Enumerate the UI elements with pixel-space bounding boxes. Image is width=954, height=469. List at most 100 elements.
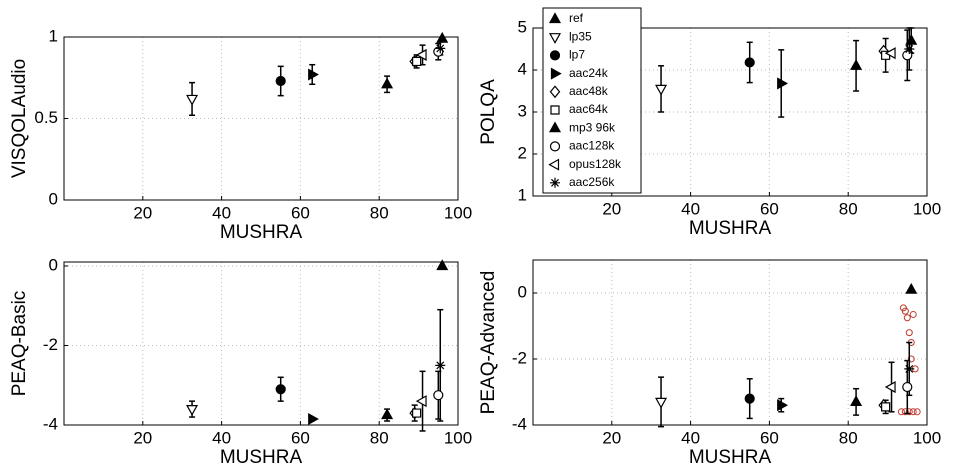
x-tick-label: 100: [444, 428, 472, 447]
y-tick-label: 5: [518, 17, 527, 36]
sample-point: [909, 408, 917, 416]
data-point: [744, 57, 755, 68]
x-tick-label: 100: [913, 428, 941, 447]
data-point: [415, 48, 427, 61]
data-point: [412, 408, 422, 418]
y-tick-label: 2: [518, 143, 527, 162]
x-tick-label: 20: [133, 428, 152, 447]
data-point: [436, 31, 449, 43]
data-point: [777, 77, 788, 90]
x-tick-label: 80: [370, 428, 389, 447]
plot-area: [533, 260, 927, 425]
legend-marker: [548, 33, 562, 44]
plot-area: [64, 262, 458, 425]
data-point: [435, 360, 446, 371]
y-tick-label: 0: [518, 282, 527, 301]
sample-point: [909, 310, 917, 318]
y-tick-label: 0: [49, 255, 58, 274]
data-point: [744, 393, 755, 404]
y-tick-label: -4: [43, 414, 58, 433]
data-point: [905, 33, 918, 45]
x-tick-label: 20: [133, 203, 152, 222]
legend-label: lp7: [569, 48, 585, 62]
data-point: [655, 397, 668, 409]
legend-marker: [548, 158, 560, 171]
y-axis-label: POLQA: [478, 79, 499, 145]
data-point: [655, 84, 668, 96]
data-point: [436, 259, 449, 271]
data-point: [777, 399, 788, 412]
axes-frame: [532, 259, 928, 426]
data-point: [275, 384, 286, 395]
legend-marker: [549, 50, 561, 61]
y-tick-label: 1: [49, 26, 58, 45]
data-point: [275, 75, 286, 87]
legend-marker: [548, 121, 562, 133]
y-tick-label: 0.5: [34, 108, 58, 127]
axes-frame: [532, 27, 928, 197]
data-point: [904, 44, 915, 54]
x-tick-label: 80: [839, 428, 858, 447]
panel: 20 40 60 80 100 0 0.5 1 MUSHRA VISQOLAudio: [9, 26, 472, 243]
data-point: [884, 47, 896, 60]
panel: 20 40 60 80 100 -4 -2 0 MUSHRA PEAQ-Basic: [9, 255, 472, 468]
x-tick-label: 60: [760, 199, 779, 218]
data-point: [905, 282, 918, 294]
x-axis-label: MUSHRA: [689, 447, 772, 468]
data-point: [850, 59, 863, 70]
legend-label: aac64k: [569, 102, 609, 116]
y-tick-label: 3: [518, 101, 527, 120]
y-tick-label: -2: [512, 348, 527, 367]
data-point: [308, 68, 319, 81]
y-tick-label: -4: [512, 414, 527, 433]
legend-label: aac128k: [569, 139, 615, 153]
y-tick-label: -2: [43, 335, 58, 354]
legend-marker: [550, 177, 560, 188]
sample-point: [905, 329, 913, 337]
x-tick-label: 80: [370, 203, 389, 222]
sample-point: [905, 408, 913, 416]
legend-label: aac256k: [569, 175, 615, 189]
x-tick-label: 60: [291, 203, 310, 222]
sample-point: [901, 408, 909, 416]
x-tick-label: 60: [291, 428, 310, 447]
legend-marker: [548, 12, 562, 24]
data-point: [902, 50, 913, 61]
data-point: [381, 408, 394, 420]
legend-label: ref: [569, 11, 584, 25]
data-point: [433, 390, 444, 401]
x-tick-label: 100: [444, 203, 472, 222]
legend-label: aac24k: [569, 66, 609, 80]
sample-point: [901, 307, 909, 315]
axes-frame: [63, 261, 459, 426]
y-tick-label: 1: [518, 185, 527, 204]
legend-marker: [549, 85, 561, 99]
x-axis-label: MUSHRA: [220, 447, 303, 468]
sample-point: [913, 408, 921, 416]
y-tick-label: 4: [518, 59, 527, 78]
data-point: [186, 404, 199, 416]
data-point: [884, 381, 896, 394]
sample-point: [907, 355, 915, 363]
x-tick-label: 80: [839, 199, 858, 218]
x-tick-label: 40: [681, 428, 700, 447]
y-tick-label: 0: [49, 189, 58, 208]
data-point: [415, 395, 427, 408]
y-axis-label: PEAQ-Basic: [9, 291, 30, 397]
legend-marker: [550, 105, 560, 115]
legend-box: [542, 7, 642, 194]
x-tick-label: 20: [602, 428, 621, 447]
data-point: [881, 402, 891, 412]
legend-marker: [549, 141, 561, 152]
sample-point: [903, 314, 911, 322]
x-tick-label: 40: [212, 203, 231, 222]
data-point: [904, 363, 915, 374]
legend-label: opus128k: [569, 157, 622, 171]
legend-marker: [550, 67, 562, 80]
legend-label: aac48k: [569, 84, 609, 98]
data-point: [850, 395, 863, 406]
x-tick-label: 20: [602, 199, 621, 218]
x-axis-label: MUSHRA: [220, 222, 303, 243]
x-tick-label: 60: [760, 428, 779, 447]
